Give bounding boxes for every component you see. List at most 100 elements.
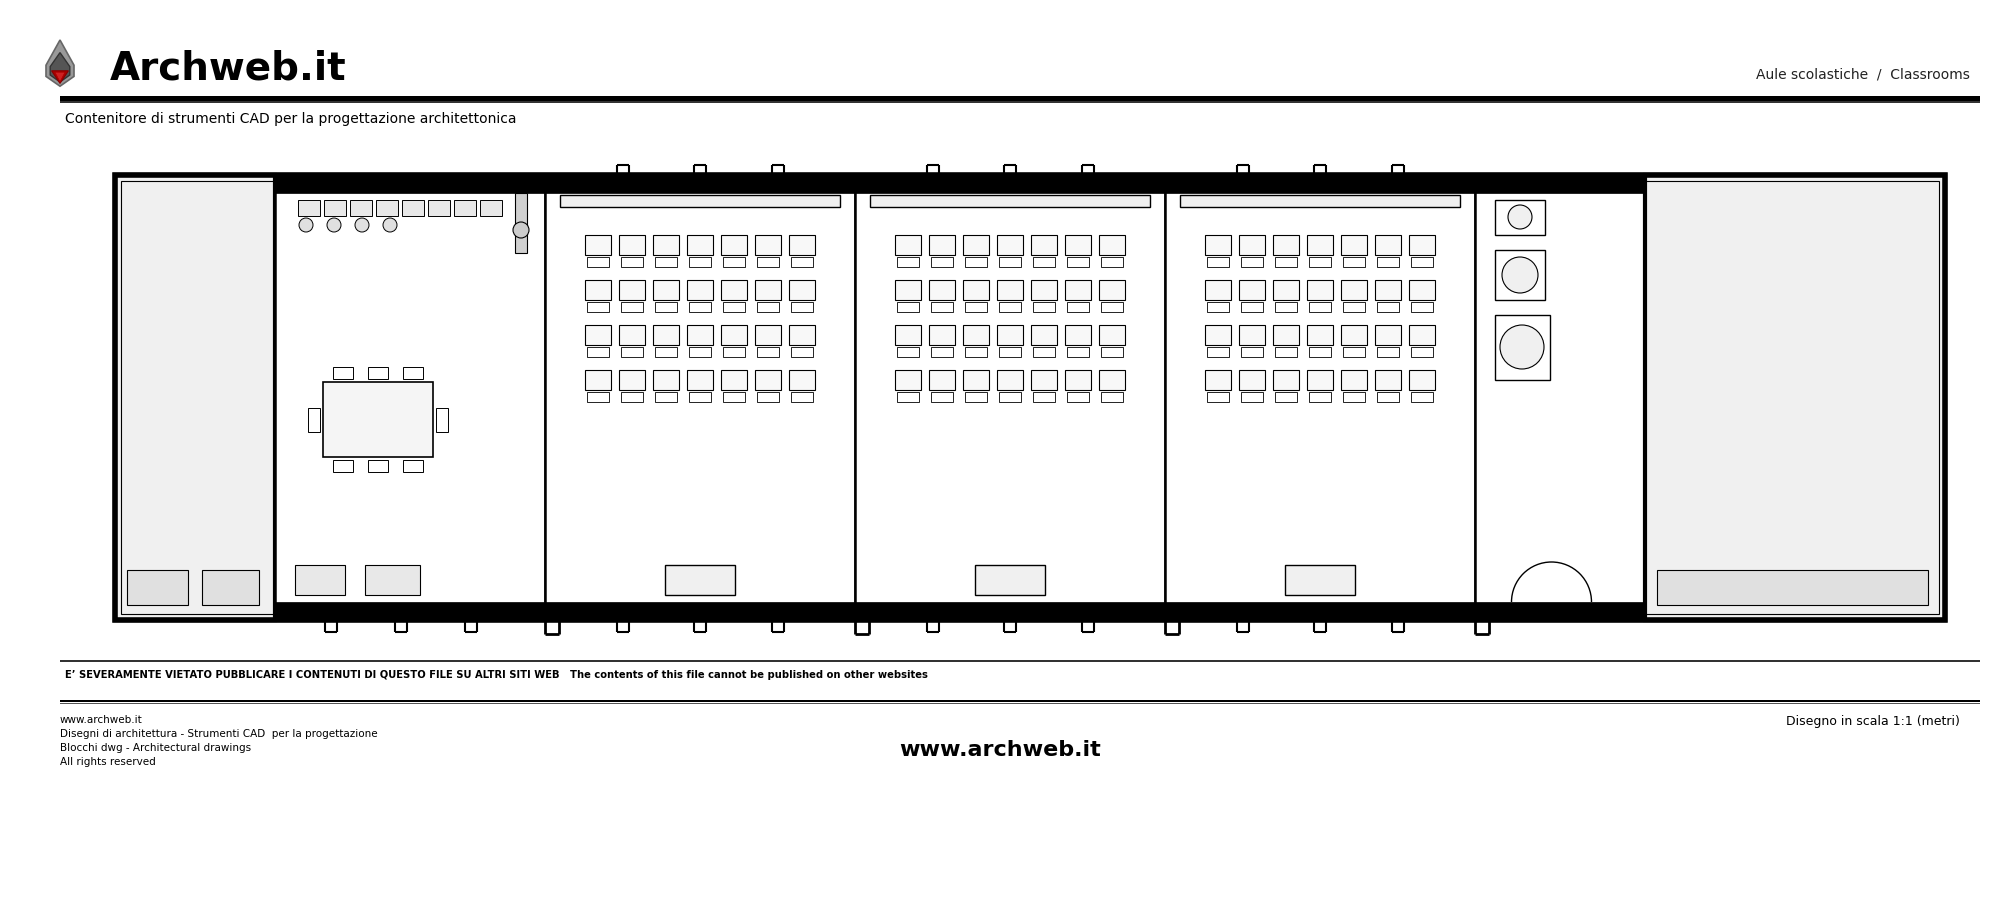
Bar — [332, 460, 352, 472]
Bar — [202, 570, 258, 605]
Bar — [1308, 257, 1332, 267]
Bar — [1100, 392, 1124, 402]
Bar — [1412, 392, 1432, 402]
Bar — [60, 700, 1980, 702]
Bar — [1208, 392, 1228, 402]
Bar — [1064, 235, 1092, 255]
Bar — [1100, 280, 1124, 300]
Bar — [1308, 392, 1332, 402]
Bar — [368, 460, 388, 472]
Bar — [1100, 302, 1124, 312]
Bar — [436, 408, 448, 432]
Bar — [364, 565, 420, 595]
Bar — [652, 235, 680, 255]
Circle shape — [356, 218, 368, 232]
Bar — [560, 195, 840, 207]
Bar — [792, 347, 812, 357]
Bar — [1340, 370, 1368, 390]
Bar — [1068, 257, 1088, 267]
Bar — [932, 302, 954, 312]
Bar — [996, 370, 1024, 390]
Bar — [1276, 257, 1296, 267]
Polygon shape — [52, 70, 68, 83]
Bar — [1376, 235, 1400, 255]
Bar — [402, 460, 422, 472]
Text: All rights reserved: All rights reserved — [60, 757, 156, 767]
Bar — [1408, 280, 1436, 300]
Bar — [276, 175, 544, 620]
Bar — [1344, 302, 1364, 312]
Bar — [120, 181, 1940, 614]
Bar — [1000, 302, 1022, 312]
Bar — [928, 280, 956, 300]
Bar — [720, 325, 748, 345]
Bar — [792, 392, 812, 402]
Bar — [1064, 370, 1092, 390]
Bar — [1308, 302, 1332, 312]
Bar — [1164, 602, 1476, 620]
Bar — [1064, 325, 1092, 345]
Bar — [1000, 257, 1022, 267]
Bar — [620, 325, 644, 345]
Text: Blocchi dwg - Architectural drawings: Blocchi dwg - Architectural drawings — [60, 743, 252, 753]
Bar — [1068, 392, 1088, 402]
Bar — [932, 392, 954, 402]
Bar — [60, 96, 1980, 101]
Bar — [664, 565, 736, 595]
Bar — [620, 257, 644, 267]
Bar — [1496, 200, 1544, 235]
Bar — [1204, 280, 1232, 300]
Bar — [1656, 570, 1928, 605]
Bar — [1208, 257, 1228, 267]
Bar — [584, 325, 612, 345]
Bar — [1340, 280, 1368, 300]
Bar — [588, 347, 608, 357]
Bar — [584, 235, 612, 255]
Bar — [402, 200, 424, 216]
Bar — [620, 280, 644, 300]
Bar — [1100, 347, 1124, 357]
Bar — [788, 325, 816, 345]
Bar — [1496, 250, 1544, 300]
Bar — [652, 280, 680, 300]
Bar — [1496, 315, 1550, 380]
Bar — [296, 565, 346, 595]
Bar — [1032, 392, 1056, 402]
Bar — [620, 392, 644, 402]
Bar — [116, 175, 1944, 620]
Bar — [1240, 347, 1264, 357]
Bar — [1274, 325, 1300, 345]
Bar — [720, 370, 748, 390]
Bar — [324, 200, 346, 216]
Text: www.archweb.it: www.archweb.it — [900, 740, 1100, 760]
Bar — [964, 347, 988, 357]
Bar — [724, 302, 744, 312]
Bar — [964, 325, 988, 345]
Bar — [1476, 602, 1644, 620]
Bar — [1032, 235, 1056, 255]
Bar — [620, 302, 644, 312]
Bar — [688, 347, 712, 357]
Circle shape — [1500, 325, 1544, 369]
Bar — [1408, 325, 1436, 345]
Bar — [1376, 392, 1400, 402]
Bar — [1240, 302, 1264, 312]
Bar — [856, 175, 1164, 193]
Bar — [652, 325, 680, 345]
Bar — [1308, 280, 1332, 300]
Bar — [1412, 257, 1432, 267]
Bar — [1064, 280, 1092, 300]
Bar — [1032, 370, 1056, 390]
Bar — [376, 200, 398, 216]
Bar — [588, 302, 608, 312]
Bar — [1274, 370, 1300, 390]
Bar — [928, 370, 956, 390]
Bar — [1000, 392, 1022, 402]
Bar — [1274, 235, 1300, 255]
Bar — [1376, 280, 1400, 300]
Bar — [932, 257, 954, 267]
Circle shape — [512, 222, 528, 238]
Bar — [964, 235, 988, 255]
Bar — [116, 175, 1944, 620]
Bar — [428, 200, 450, 216]
